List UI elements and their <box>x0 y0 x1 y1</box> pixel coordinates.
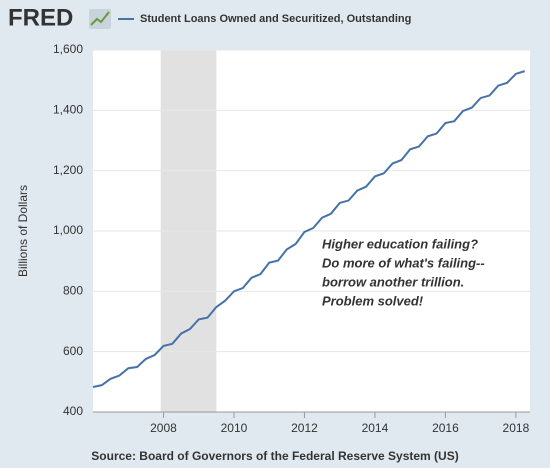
y-tick-label: 1,200 <box>53 163 83 177</box>
annotation: Problem solved! <box>322 293 424 308</box>
y-tick-label: 400 <box>63 404 83 418</box>
y-tick-label: 600 <box>63 344 83 358</box>
annotation: Do more of what's failing-- <box>322 255 485 270</box>
annotation: Higher education failing? <box>322 236 478 251</box>
logo-icon <box>89 9 111 29</box>
brand: FRED <box>8 4 73 31</box>
x-tick-label: 2016 <box>432 421 459 435</box>
x-tick-label: 2010 <box>221 421 248 435</box>
x-tick-label: 2014 <box>362 421 389 435</box>
annotation: borrow another trillion. <box>322 274 464 289</box>
x-tick-label: 2008 <box>150 421 177 435</box>
legend-label: Student Loans Owned and Securitized, Out… <box>140 13 411 25</box>
y-tick-label: 800 <box>63 284 83 298</box>
x-tick-label: 2018 <box>503 421 530 435</box>
x-tick-label: 2012 <box>291 421 318 435</box>
y-tick-label: 1,600 <box>53 42 83 56</box>
y-tick-label: 1,400 <box>53 103 83 117</box>
series-line <box>92 70 526 388</box>
y-tick-label: 1,000 <box>53 223 83 237</box>
source: Source: Board of Governors of the Federa… <box>91 449 458 463</box>
y-axis-label: Billions of Dollars <box>16 185 30 277</box>
